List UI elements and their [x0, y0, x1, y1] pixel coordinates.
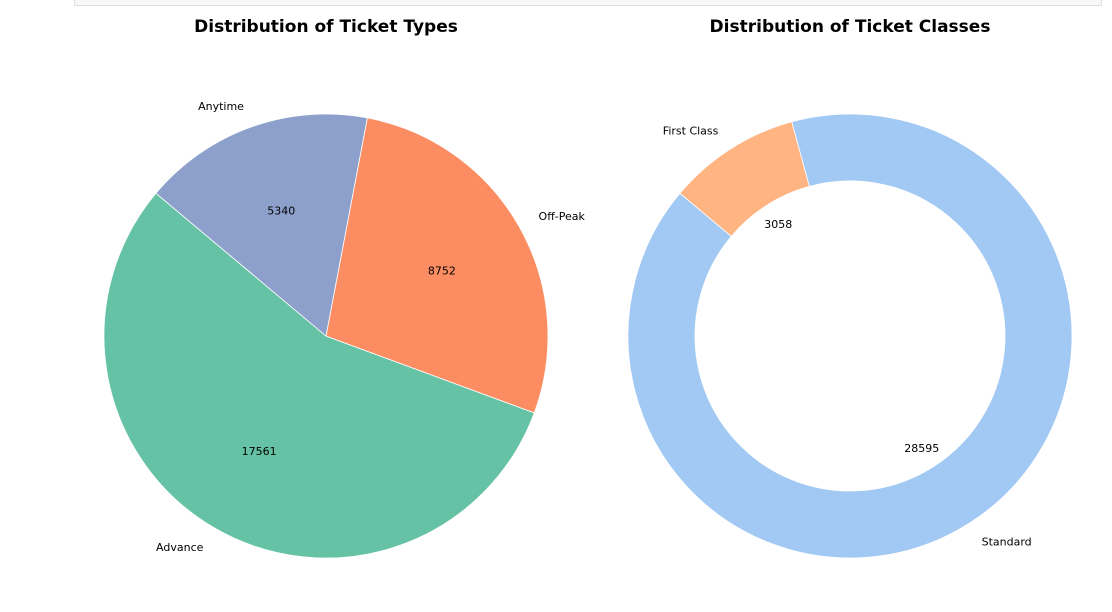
value-label-standard: 28595 — [904, 442, 939, 455]
value-label-anytime: 5340 — [267, 205, 295, 218]
notebook-cell-border — [74, 0, 1102, 6]
slice-standard — [627, 113, 1073, 559]
chart-title-ticket-types: Distribution of Ticket Types — [194, 17, 458, 37]
category-label-off-peak: Off-Peak — [539, 210, 586, 223]
value-label-advance: 17561 — [242, 445, 277, 458]
value-label-off-peak: 8752 — [428, 264, 456, 277]
slice-off-peak — [325, 117, 549, 414]
donut-ticket-classes: 28595 Standard 3058 First Class — [627, 113, 1073, 559]
chart-title-ticket-classes: Distribution of Ticket Classes — [710, 17, 991, 37]
value-label-first-class: 3058 — [764, 218, 792, 231]
pie-ticket-types: 17561 Advance 8752 Off-Peak 5340 Anytime — [103, 100, 586, 559]
slice-anytime — [155, 113, 368, 337]
category-label-advance: Advance — [156, 541, 204, 554]
category-label-anytime: Anytime — [198, 100, 244, 113]
slice-first-class — [679, 121, 810, 237]
slice-advance — [103, 192, 535, 559]
category-label-first-class: First Class — [663, 124, 719, 137]
category-label-standard: Standard — [982, 536, 1032, 549]
